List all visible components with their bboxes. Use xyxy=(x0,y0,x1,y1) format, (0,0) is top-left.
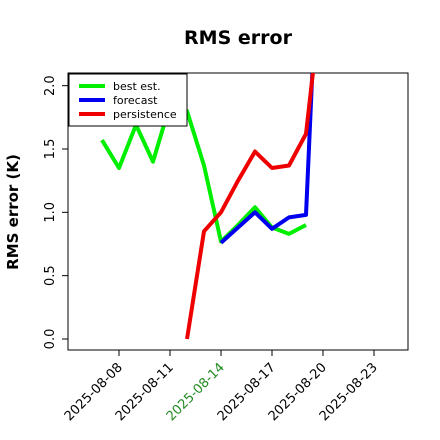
plot-frame xyxy=(67,72,409,351)
chart-title: RMS error xyxy=(184,27,293,49)
series-line xyxy=(219,73,315,245)
y-tick-label: 2.0 xyxy=(43,75,58,96)
legend-label: best est. xyxy=(113,80,161,93)
series-line xyxy=(185,73,315,340)
y-tick-label: 1.5 xyxy=(43,139,58,160)
y-tick-label: 1.0 xyxy=(43,202,58,223)
legend-label: persistence xyxy=(113,108,177,121)
legend-label: forecast xyxy=(113,94,158,107)
y-tick-label: 0.5 xyxy=(43,265,58,286)
y-tick-label: 0.0 xyxy=(43,329,58,350)
y-axis-label: RMS error (K) xyxy=(4,154,22,270)
